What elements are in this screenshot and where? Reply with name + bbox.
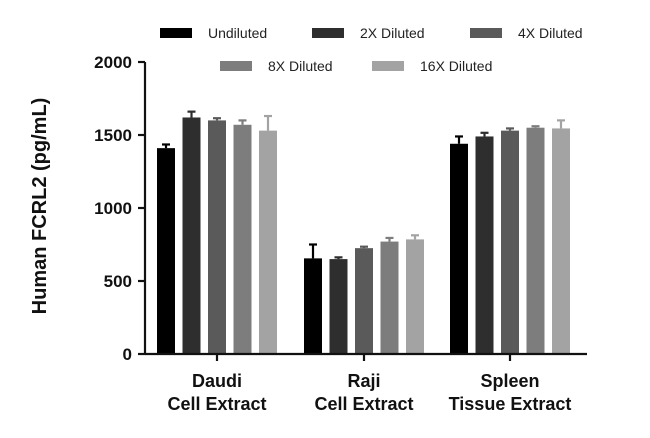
legend-label: 8X Diluted bbox=[268, 58, 333, 74]
legend: Undiluted 2X Diluted 4X Diluted 8X Diluted 1… bbox=[160, 25, 583, 74]
legend-swatch bbox=[372, 61, 404, 71]
bar bbox=[157, 148, 175, 354]
bar bbox=[380, 241, 399, 354]
y-tick-label: 0 bbox=[123, 345, 132, 364]
x-category-label: Spleen Tissue Extract bbox=[449, 371, 572, 414]
legend-label: Undiluted bbox=[208, 25, 267, 41]
bar bbox=[406, 239, 424, 354]
legend-label: 2X Diluted bbox=[360, 25, 425, 41]
y-tick-label: 2000 bbox=[94, 53, 132, 72]
y-tick-label: 1500 bbox=[94, 126, 132, 145]
x-category-label: Raji Cell Extract bbox=[314, 371, 413, 414]
legend-swatch bbox=[312, 28, 344, 38]
bar bbox=[259, 130, 277, 354]
legend-swatch bbox=[220, 61, 252, 71]
bar bbox=[233, 124, 252, 354]
bar bbox=[355, 248, 373, 354]
x-category-label: Daudi Cell Extract bbox=[167, 371, 266, 414]
bar bbox=[329, 259, 348, 354]
y-tick-label: 500 bbox=[104, 272, 132, 291]
bar bbox=[208, 120, 226, 355]
bar bbox=[501, 130, 519, 354]
bar bbox=[450, 143, 468, 354]
bar bbox=[552, 128, 570, 354]
bar bbox=[526, 127, 545, 354]
bar bbox=[182, 117, 201, 354]
legend-swatch bbox=[160, 28, 192, 38]
legend-label: 4X Diluted bbox=[518, 25, 583, 41]
bars bbox=[157, 110, 570, 355]
y-axis-title: Human FCRL2 (pg/mL) bbox=[29, 98, 51, 315]
legend-label: 16X Diluted bbox=[420, 58, 492, 74]
legend-swatch bbox=[470, 28, 502, 38]
y-axis: 0 500 1000 1500 2000 bbox=[94, 53, 147, 364]
y-tick-label: 1000 bbox=[94, 199, 132, 218]
bar bbox=[475, 136, 494, 354]
x-axis: Daudi Cell Extract Raji Cell Extract Spleen T… bbox=[145, 352, 587, 414]
bar bbox=[304, 258, 322, 354]
